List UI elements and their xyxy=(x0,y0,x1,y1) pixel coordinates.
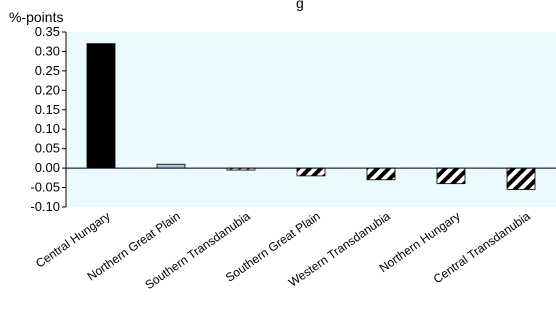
y-tick-label: 0.20 xyxy=(35,82,60,97)
y-tick-label: 0.00 xyxy=(35,160,60,175)
chart-title-fragment: g xyxy=(296,0,304,11)
y-tick-label: 0.25 xyxy=(35,63,60,78)
bar-6 xyxy=(507,168,535,189)
bar-0 xyxy=(87,44,115,168)
y-tick-label: 0.30 xyxy=(35,43,60,58)
y-tick-label: 0.05 xyxy=(35,141,60,156)
bar-4 xyxy=(367,168,395,180)
bar-1 xyxy=(157,164,185,168)
y-tick-label: 0.35 xyxy=(35,24,60,39)
bar-3 xyxy=(297,168,325,176)
y-axis-label: %-points xyxy=(9,9,63,25)
y-tick-label: -0.05 xyxy=(30,180,60,195)
y-tick-label: -0.10 xyxy=(30,199,60,214)
bar-5 xyxy=(437,168,465,184)
y-tick-label: 0.10 xyxy=(35,121,60,136)
y-tick-label: 0.15 xyxy=(35,102,60,117)
plot-area xyxy=(66,32,556,207)
